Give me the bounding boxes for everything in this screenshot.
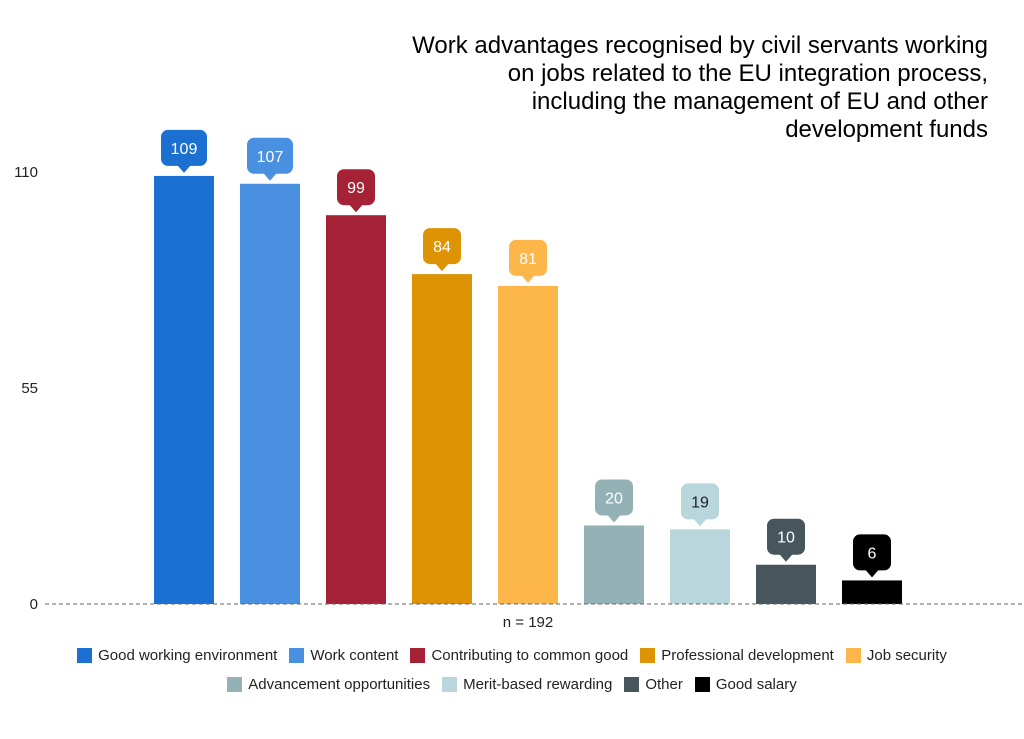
data-label: 99 (347, 180, 365, 197)
x-axis-label: n = 192 (503, 614, 553, 631)
data-label-pointer (263, 172, 277, 181)
legend-row: Good working environment Work content Cont… (0, 647, 1024, 664)
data-label: 20 (605, 490, 623, 507)
data-label-bubble (337, 169, 375, 206)
legend-swatch (77, 648, 93, 663)
data-label-bubble (509, 239, 547, 276)
title-line: development funds (785, 116, 988, 143)
legend-row: Advancement opportunities Merit-based rew… (0, 676, 1024, 693)
legend-label: Work content (310, 647, 399, 664)
legend-swatch (845, 648, 861, 663)
legend-swatch (694, 677, 710, 692)
data-label-pointer (349, 204, 363, 213)
title-line: on jobs related to the EU integration pr… (507, 60, 988, 87)
legend-item[interactable]: Other (624, 676, 683, 693)
bar (326, 215, 386, 604)
bar (412, 274, 472, 604)
legend-swatch (624, 677, 640, 692)
data-label-bubble (161, 129, 207, 166)
legend-label: Advancement opportunities (248, 676, 431, 693)
data-label-pointer (521, 274, 535, 283)
legend-label: Good working environment (98, 647, 278, 664)
bar (842, 580, 902, 604)
legend-label: Professional development (661, 647, 834, 664)
data-label-bubble (423, 228, 461, 265)
data-label-pointer (779, 553, 793, 562)
legend-label: Good salary (715, 676, 797, 693)
legend-item[interactable]: Good working environment (77, 647, 277, 664)
data-label: 107 (257, 149, 284, 166)
legend-item[interactable]: Work content (289, 647, 398, 664)
legend-label: Merit-based rewarding (463, 676, 613, 693)
data-label: 84 (433, 239, 451, 256)
data-label: 81 (519, 251, 537, 268)
bar (756, 564, 816, 604)
legend-swatch (442, 677, 458, 692)
chart-title: Work advantages recognised by civil serv… (288, 32, 988, 144)
legend-item[interactable]: Good salary (694, 676, 797, 693)
bar (154, 175, 214, 604)
legend-item[interactable]: Advancement opportunities (227, 676, 430, 693)
bar (670, 529, 730, 604)
y-tick-label: 0 (30, 596, 38, 613)
legend-label: Other (645, 676, 683, 693)
data-label-pointer (607, 514, 621, 523)
data-label-bubble (681, 483, 719, 520)
legend-swatch (227, 677, 243, 692)
data-label-pointer (865, 569, 879, 578)
y-tick-label: 110 (14, 164, 38, 181)
legend-swatch (640, 648, 656, 663)
legend-label: Contributing to common good (431, 647, 629, 664)
data-label-bubble (767, 518, 805, 555)
data-label-pointer (435, 263, 449, 272)
data-label: 109 (171, 141, 198, 158)
title-line: Work advantages recognised by civil serv… (412, 32, 988, 59)
bar (584, 525, 644, 604)
data-label: 19 (691, 494, 709, 511)
legend-item[interactable]: Professional development (640, 647, 834, 664)
data-label: 10 (777, 530, 795, 547)
data-label-bubble (595, 479, 633, 516)
title-line: including the management of EU and other (531, 88, 988, 115)
legend-label: Job security (866, 647, 947, 664)
legend-item[interactable]: Contributing to common good (410, 647, 628, 664)
legend-item[interactable]: Merit-based rewarding (442, 676, 612, 693)
bar (498, 285, 558, 604)
data-label-bubble (853, 534, 891, 571)
data-label: 6 (868, 545, 877, 562)
data-label-pointer (177, 164, 191, 173)
legend-swatch (410, 648, 426, 663)
data-label-bubble (247, 137, 293, 174)
y-tick-label: 55 (21, 380, 38, 397)
data-label-pointer (693, 518, 707, 527)
bar (240, 183, 300, 605)
legend-item[interactable]: Job security (845, 647, 947, 664)
legend-swatch (289, 648, 305, 663)
